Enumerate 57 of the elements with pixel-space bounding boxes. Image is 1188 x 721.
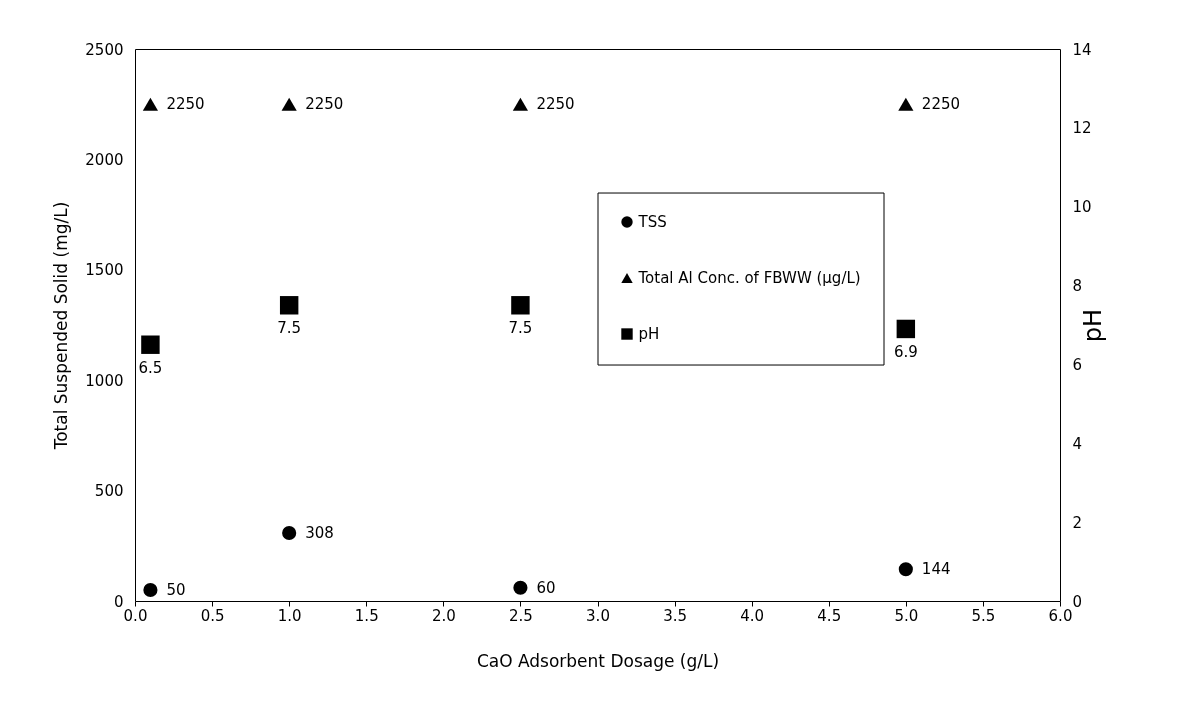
y2-tick-label: 8	[1072, 277, 1083, 296]
y2-tick-label: 6	[1072, 355, 1083, 374]
x-tick-label: 6.0	[1048, 606, 1073, 625]
x-tick-label: 0.0	[123, 606, 148, 625]
y2-tick-label: 10	[1072, 198, 1092, 217]
data-label: 6.9	[893, 342, 918, 361]
point	[898, 562, 913, 577]
x-tick-label: 3.5	[663, 606, 688, 625]
point	[898, 97, 914, 111]
y2-axis-title: pH	[1078, 308, 1107, 343]
data-label: 2250	[536, 95, 575, 114]
x-axis-title: CaO Adsorbent Dosage (g/L)	[476, 650, 720, 671]
legend-label: pH	[638, 325, 660, 344]
data-label: 50	[166, 580, 186, 599]
y-tick-label: 1000	[85, 371, 124, 390]
legend-label: Total Al Conc. of FBWW (μg/L)	[637, 269, 861, 288]
x-tick-label: 1.5	[354, 606, 379, 625]
y-tick-label: 1500	[85, 261, 124, 280]
data-label: 60	[536, 578, 556, 597]
point	[513, 580, 528, 595]
y-tick-label: 2000	[85, 150, 124, 169]
point	[511, 296, 530, 315]
legend-label: TSS	[637, 213, 667, 232]
y2-tick-label: 14	[1072, 40, 1092, 59]
y-tick-label: 0	[113, 592, 124, 611]
point	[282, 525, 297, 541]
point	[279, 296, 299, 315]
y-tick-label: 2500	[85, 40, 124, 59]
point	[281, 97, 297, 111]
x-tick-label: 0.5	[200, 606, 225, 625]
data-label: 6.5	[138, 358, 163, 377]
point	[141, 335, 160, 354]
x-tick-label: 5.5	[971, 606, 996, 625]
y-tick-label: 500	[94, 482, 124, 501]
x-tick-label: 1.0	[277, 606, 302, 625]
point	[512, 97, 528, 111]
y2-tick-label: 12	[1072, 119, 1092, 138]
x-tick-label: 2.5	[508, 606, 533, 625]
point	[142, 97, 158, 111]
y2-tick-label: 4	[1072, 434, 1083, 453]
data-label: 308	[305, 523, 334, 542]
data-label: 2250	[921, 95, 961, 114]
data-label: 2250	[166, 95, 205, 114]
y-axis-title: Total Suspended Solid (mg/L)	[51, 201, 72, 451]
x-tick-label: 5.0	[894, 606, 919, 625]
x-tick-label: 3.0	[586, 606, 610, 625]
point	[143, 582, 158, 598]
x-tick-label: 4.5	[817, 606, 842, 625]
data-label: 144	[921, 560, 951, 579]
y2-tick-label: 2	[1072, 513, 1083, 532]
data-label: 7.5	[277, 319, 302, 338]
y2-tick-label: 0	[1072, 592, 1083, 611]
data-label: 7.5	[508, 319, 533, 338]
x-tick-label: 2.0	[431, 606, 456, 625]
point	[896, 319, 916, 339]
data-label: 2250	[305, 95, 344, 114]
x-tick-label: 4.0	[740, 606, 765, 625]
